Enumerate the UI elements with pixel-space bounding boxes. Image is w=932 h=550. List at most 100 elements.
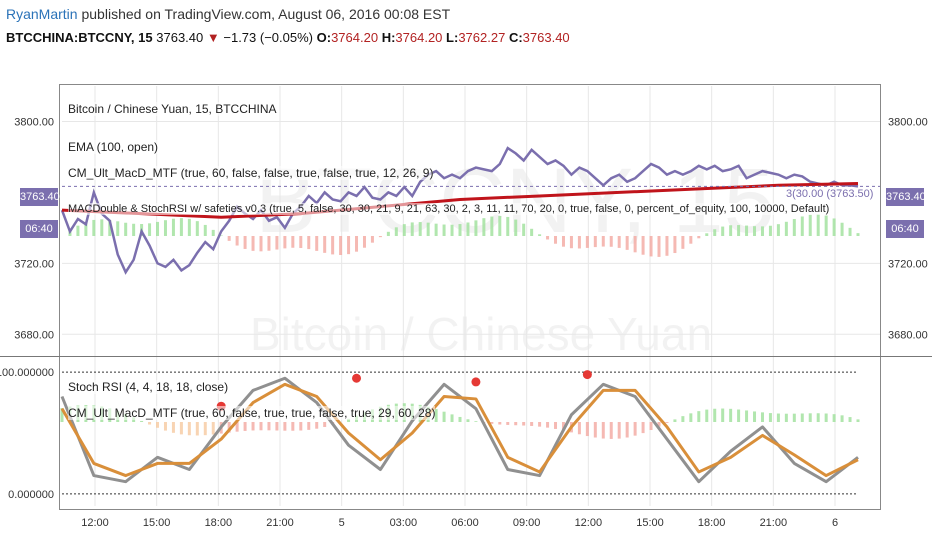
macd-bar [84,222,88,236]
macd2-bar [450,414,454,422]
price-tag-right: 3763.40 [886,188,926,206]
author-link[interactable]: RyanMartin [6,6,78,22]
macd-bar [569,236,573,249]
macd-bar [283,236,287,249]
macd2-bar [689,413,693,422]
macd2-bar [227,422,231,433]
macd-bar [697,236,701,239]
macd-bar [577,236,581,249]
price-tag-left: 3763.40 [20,188,60,206]
macd-bar [721,226,725,236]
macd2-bar [745,410,749,422]
pane-divider[interactable] [0,356,932,357]
symbol-header: BTCCHINA:BTCCNY, 15 3763.40 ▼ −1.73 (−0.… [6,30,570,45]
macd2-bar [538,422,542,427]
y-tick-label-right: 3720.00 [888,258,928,270]
macd-bar [514,219,518,236]
macd2-bar [235,422,239,432]
ema-legend: EMA (100, open) [68,140,159,154]
macd-bar [195,221,199,236]
macd-bar [474,220,478,236]
macd2-bar [816,413,820,422]
macd2-bar [323,422,327,427]
macd-bar [530,228,534,236]
macd-bar [617,236,621,248]
macd2-bar [490,422,494,424]
macd2-bar [243,422,247,431]
macd2-bar [800,413,804,422]
strategy-value: 3(30.00 (3763.50) [786,188,874,200]
macd-bar [458,224,462,236]
macd2-bar [705,409,709,422]
x-tick-label: 15:00 [636,517,664,529]
macd-bar [323,236,327,253]
macd-bar [745,225,749,236]
macd-bar [856,233,860,236]
macd-bar [593,236,597,248]
macd-bar [394,227,398,236]
macd-bar [171,218,175,236]
symbol-label: BTCCHINA:BTCCNY, 15 [6,30,153,45]
macd-legend: CM_Ult_MacD_MTF (true, 60, false, false,… [68,166,434,180]
macd2-bar [195,422,199,436]
macd-bar [434,223,438,236]
macd-bar [307,236,311,250]
macd2-bar [633,422,637,436]
open-label: O: [316,30,332,45]
macd2-bar [506,422,510,425]
macd-bar [538,234,542,236]
macd2-bar [729,408,733,422]
x-tick-label: 09:00 [513,517,541,529]
publish-info: published on TradingView.com, August 06,… [81,6,451,22]
macd-bar [315,236,319,251]
macd-bar [179,218,183,236]
macd2-bar [713,408,717,422]
macd-bar [219,235,223,236]
macd-bar [490,216,494,236]
macd-bar [705,233,709,236]
macd2-bar [753,411,757,422]
macd2-bar [601,422,605,439]
macd2-bar [530,422,534,426]
macd2-bar [824,413,828,422]
macd-bar [601,236,605,247]
x-tick-label: 12:00 [81,517,109,529]
macd2-bar [832,414,836,422]
macd-bar [156,221,160,236]
macd-bar [832,218,836,236]
y-tick-label-left: 3680.00 [14,329,54,341]
macd2-bar [673,419,677,422]
macd-bar [729,225,733,236]
macd-bar [498,215,502,236]
macd-bar [355,236,359,252]
macd-bar [768,225,772,236]
macd-bar [76,225,80,236]
macd2-bar [498,422,502,425]
macd2-bar [140,420,144,422]
macd2-bar [577,422,581,435]
macd-bar [840,222,844,236]
chart-frame [59,84,881,510]
macd2-bar [593,422,597,438]
down-arrow-icon: ▼ [206,30,220,45]
x-tick-label: 03:00 [390,517,418,529]
macd2-bar [307,422,311,430]
macd2-bar [697,411,701,422]
x-tick-label: 18:00 [205,517,233,529]
macd2-bar [60,408,64,422]
macd2-bar [681,416,685,422]
macd-bar [753,226,757,236]
macd2-bar [649,422,653,431]
macd2-bar [211,422,215,435]
time-tag-left: 06:40 [20,220,58,238]
macd-bar [689,236,693,244]
open-value: 3764.20 [331,30,379,45]
high-value: 3764.20 [395,30,443,45]
y-tick-label-left: 3800.00 [14,116,54,128]
macd-bar [148,223,152,236]
macd2-bar [856,419,860,422]
macd2-bar [522,422,526,426]
macd2-bar [259,422,263,431]
macd-bar [681,236,685,249]
